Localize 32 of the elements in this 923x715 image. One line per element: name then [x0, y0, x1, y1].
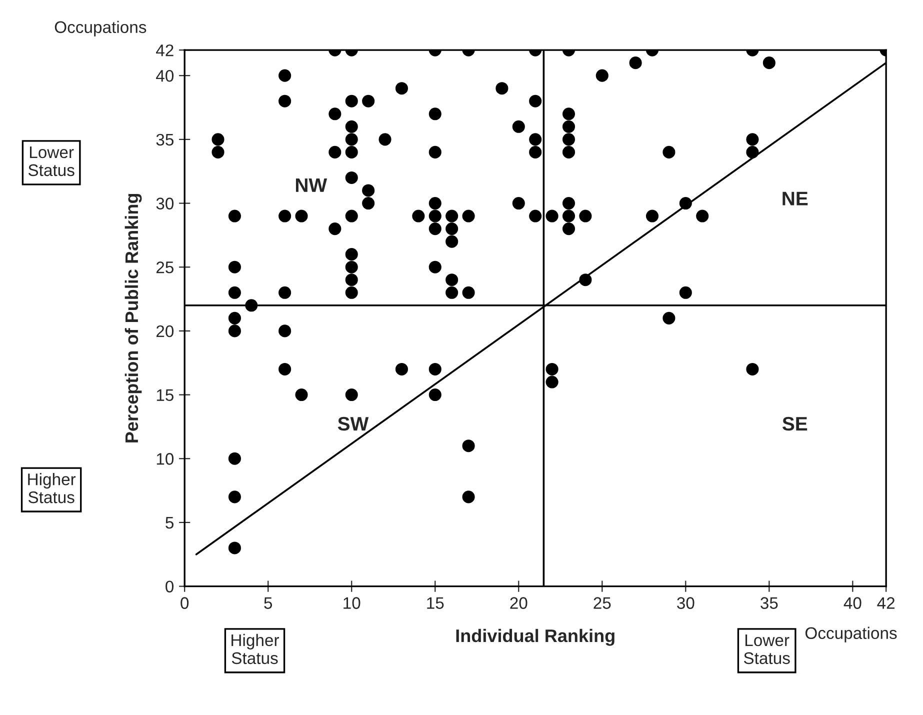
- y-tick-label: 30: [156, 198, 174, 210]
- y-tick-label: 40: [156, 70, 174, 82]
- x-tick-label: 5: [264, 597, 272, 609]
- text: Lower Status: [28, 146, 74, 176]
- y-axis-title: Perception of Public Ranking: [124, 194, 142, 442]
- text: Higher Status: [28, 473, 76, 504]
- x-tick-label: 40: [844, 597, 862, 609]
- x-tick-label: 42: [877, 597, 895, 609]
- y-tick-label: 15: [156, 389, 174, 401]
- x-tick-label: 25: [594, 597, 611, 609]
- x-axis-title: Individual Ranking: [456, 628, 614, 646]
- x-tick-label: 0: [180, 597, 189, 609]
- x-tick-label: 20: [510, 597, 528, 609]
- x-tick-label: 30: [677, 597, 694, 609]
- y-tick-label: 42: [156, 44, 174, 56]
- annotation: NW: [296, 178, 328, 192]
- y-tick-label: 25: [156, 262, 174, 274]
- annotation: SW: [338, 416, 369, 431]
- annotation: NE: [782, 192, 808, 206]
- text: Occupations: [54, 20, 146, 36]
- text: Occupations: [805, 626, 897, 642]
- x-tick-label: 35: [760, 597, 778, 609]
- annotation: SE: [782, 416, 808, 431]
- y-tick-label: 0: [166, 580, 174, 593]
- y-tick-label: 20: [156, 325, 174, 338]
- y-tick-label: 35: [156, 134, 174, 146]
- text: Higher Status: [232, 634, 280, 664]
- y-tick-label: 5: [166, 517, 174, 529]
- text: Lower Status: [744, 634, 790, 664]
- y-tick-label: 10: [156, 453, 174, 465]
- x-tick-label: 15: [427, 597, 444, 609]
- x-tick-label: 10: [344, 597, 360, 609]
